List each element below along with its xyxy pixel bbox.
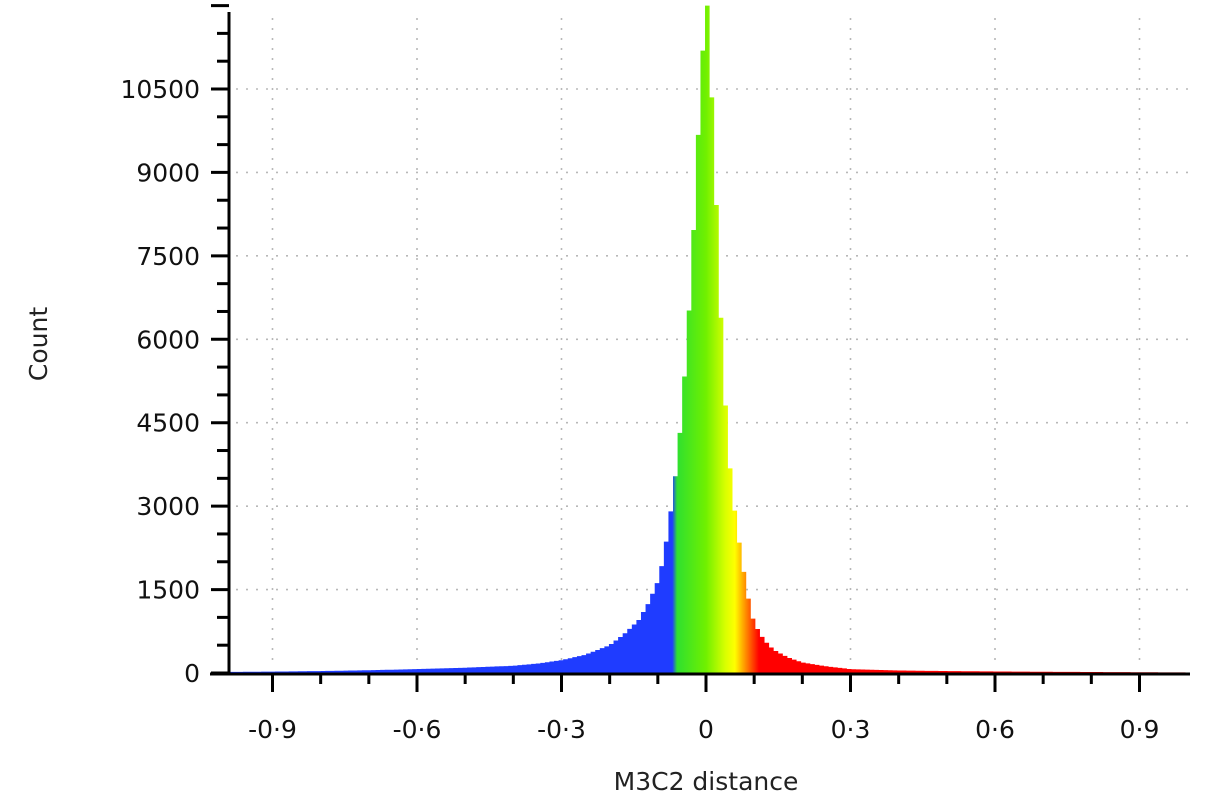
y-tick-label: 10500 — [120, 75, 200, 104]
x-tick-label: -0·3 — [537, 715, 586, 744]
y-tick-label: 3000 — [136, 492, 200, 521]
y-tick-label: 0 — [184, 659, 200, 688]
y-tick-label: 4500 — [136, 409, 200, 438]
y-tick-label: 1500 — [136, 576, 200, 605]
x-axis-title: M3C2 distance — [614, 767, 799, 796]
x-tick-label: -0·9 — [248, 715, 297, 744]
histogram-bars — [229, 5, 1190, 674]
y-axis-title: Count — [24, 307, 53, 381]
y-axis: 0 1500 3000 4500 6000 7500 9000 10500 — [120, 4, 231, 688]
x-tick-label: 0·6 — [975, 715, 1015, 744]
y-tick-label: 7500 — [136, 242, 200, 271]
x-tick-label: 0·9 — [1120, 715, 1160, 744]
y-tick-label: 9000 — [136, 158, 200, 187]
x-tick-label: 0 — [698, 715, 714, 744]
x-tick-label: 0·3 — [831, 715, 871, 744]
x-tick-label: -0·6 — [393, 715, 442, 744]
x-axis: -0·9 -0·6 -0·3 0 0·3 0·6 0·9 — [210, 672, 1190, 744]
y-tick-label: 6000 — [136, 325, 200, 354]
